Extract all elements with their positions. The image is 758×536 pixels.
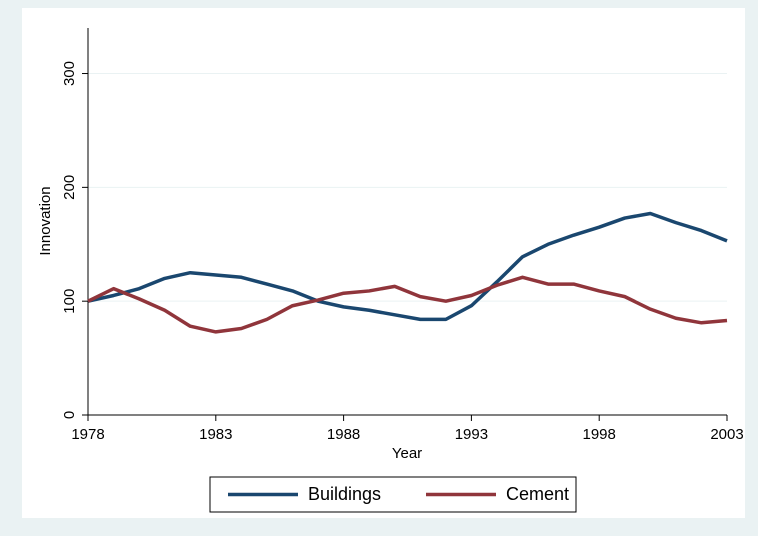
plot-background xyxy=(22,8,745,518)
series-line xyxy=(87,211,728,322)
y-axis-label: Innovation xyxy=(37,186,54,255)
legend-label: Buildings xyxy=(308,484,381,504)
x-tick-label: 1978 xyxy=(71,426,104,443)
x-tick-label: 1988 xyxy=(327,426,360,443)
x-tick-label: 2003 xyxy=(710,426,743,443)
y-tick-label: 0 xyxy=(61,411,78,419)
y-tick-label: 100 xyxy=(61,289,78,314)
series-line xyxy=(87,275,728,334)
x-tick-label: 1998 xyxy=(583,426,616,443)
x-axis-label: Year xyxy=(392,445,422,462)
legend-label: Cement xyxy=(506,484,569,504)
x-tick-label: 1993 xyxy=(455,426,488,443)
x-tick-label: 1983 xyxy=(199,426,232,443)
y-tick-label: 200 xyxy=(61,175,78,200)
y-tick-label: 300 xyxy=(61,61,78,86)
